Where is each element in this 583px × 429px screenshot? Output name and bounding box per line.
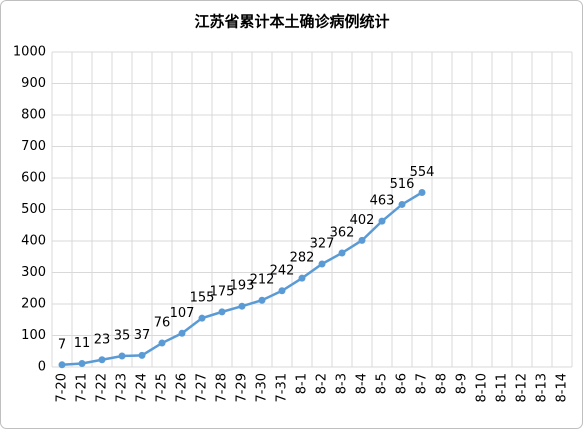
data-label: 76 (154, 316, 171, 331)
data-label: 516 (390, 177, 415, 192)
data-label: 37 (134, 328, 151, 343)
data-label: 35 (114, 328, 131, 343)
x-tick-label: 8-7 (415, 373, 430, 394)
y-tick-label: 0 (38, 360, 46, 375)
y-tick-label: 700 (21, 139, 46, 154)
data-label: 242 (270, 263, 295, 278)
x-tick-label: 8-2 (315, 373, 330, 394)
x-tick-label: 7-26 (175, 373, 190, 403)
point (98, 356, 106, 364)
point (198, 314, 206, 322)
point (78, 360, 86, 368)
point (278, 287, 286, 295)
x-tick-label: 8-14 (555, 373, 570, 403)
data-label: 463 (370, 194, 395, 209)
x-tick-label: 7-23 (115, 373, 130, 403)
y-tick-label: 500 (21, 202, 46, 217)
data-label: 107 (170, 306, 195, 321)
y-tick-label: 300 (21, 265, 46, 280)
data-label: 554 (410, 165, 435, 180)
data-label: 155 (190, 291, 215, 306)
x-tick-label: 7-25 (155, 373, 170, 403)
x-tick-label: 7-29 (235, 373, 250, 403)
x-tick-label: 8-12 (515, 373, 530, 403)
x-tick-label: 7-27 (195, 373, 210, 403)
x-tick-label: 8-9 (455, 373, 470, 394)
data-label: 11 (74, 336, 91, 351)
y-tick-label: 800 (21, 108, 46, 123)
data-label: 362 (330, 225, 355, 240)
y-tick-label: 600 (21, 171, 46, 186)
point (218, 308, 226, 316)
y-tick-label: 200 (21, 297, 46, 312)
point (338, 249, 346, 257)
x-tick-label: 7-20 (55, 373, 70, 403)
x-tick-label: 8-1 (295, 373, 310, 394)
data-label: 402 (350, 213, 375, 228)
point (378, 217, 386, 225)
data-label: 212 (250, 273, 275, 288)
x-tick-label: 7-28 (215, 373, 230, 403)
point (138, 351, 146, 359)
x-tick-label: 8-10 (475, 373, 490, 403)
data-label: 7 (58, 337, 66, 352)
x-tick-label: 7-24 (135, 373, 150, 403)
point (178, 329, 186, 337)
point (258, 296, 266, 304)
x-tick-label: 7-21 (75, 373, 90, 403)
x-tick-label: 8-11 (495, 373, 510, 403)
x-tick-label: 8-4 (355, 373, 370, 394)
point (418, 188, 426, 196)
data-label: 327 (310, 236, 335, 251)
x-tick-label: 8-5 (375, 373, 390, 394)
point (238, 302, 246, 310)
x-tick-label: 7-31 (275, 373, 290, 403)
point (158, 339, 166, 347)
point (58, 361, 66, 369)
chart-title: 江苏省累计本土确诊病例统计 (194, 13, 389, 31)
x-tick-label: 8-3 (335, 373, 350, 394)
y-tick-label: 400 (21, 234, 46, 249)
y-tick-label: 100 (21, 328, 46, 343)
data-label: 282 (290, 251, 315, 266)
x-tick-label: 8-6 (395, 373, 410, 394)
y-tick-label: 900 (21, 76, 46, 91)
point (398, 200, 406, 208)
y-tick-label: 1000 (13, 45, 46, 60)
point (358, 236, 366, 244)
data-label: 23 (94, 332, 111, 347)
x-tick-label: 8-8 (435, 373, 450, 394)
point (318, 260, 326, 268)
point (298, 274, 306, 282)
x-tick-label: 8-13 (535, 373, 550, 403)
point (118, 352, 126, 360)
data-label: 175 (210, 284, 235, 299)
x-tick-label: 7-22 (95, 373, 110, 403)
x-tick-label: 7-30 (255, 373, 270, 403)
data-label: 193 (230, 279, 255, 294)
